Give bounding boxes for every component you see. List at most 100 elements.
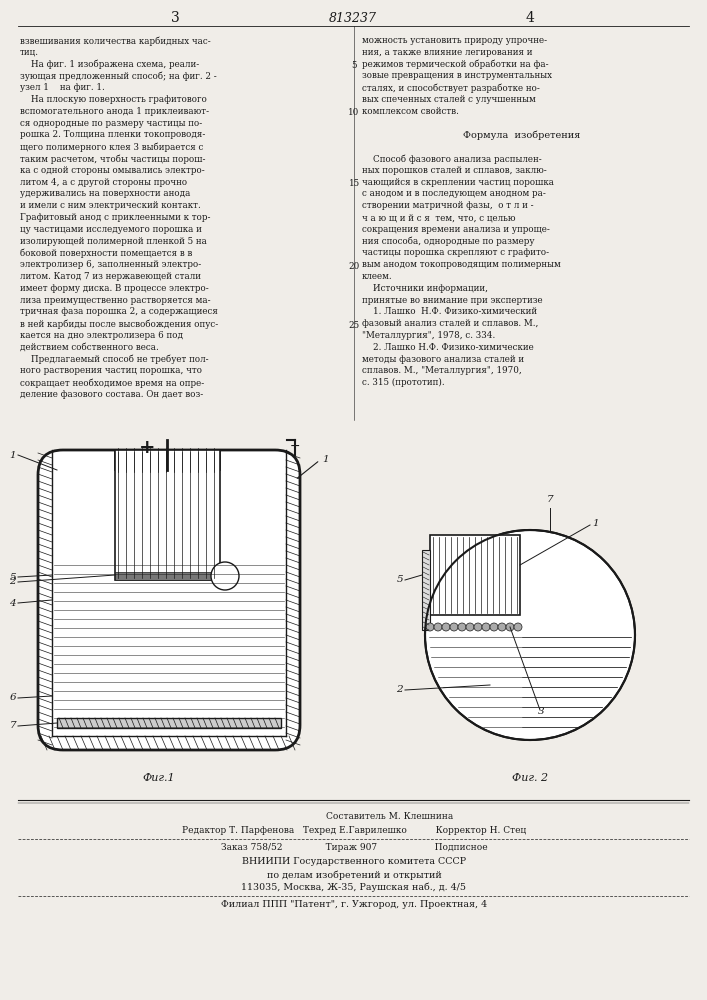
Text: ния способа, однородные по размеру: ния способа, однородные по размеру bbox=[362, 237, 534, 246]
Text: 6: 6 bbox=[9, 694, 16, 702]
Text: 1: 1 bbox=[9, 450, 16, 460]
Text: чающийся в скреплении частиц порошка: чающийся в скреплении частиц порошка bbox=[362, 178, 554, 187]
Text: Составитель М. Клешнина: Составитель М. Клешнина bbox=[327, 812, 454, 821]
Text: Фиг.1: Фиг.1 bbox=[143, 773, 175, 783]
Text: 813237: 813237 bbox=[329, 11, 377, 24]
Text: литом. Катод 7 из нержавеющей стали: литом. Катод 7 из нержавеющей стали bbox=[20, 272, 201, 281]
Text: фазовый анализ сталей и сплавов. М.,: фазовый анализ сталей и сплавов. М., bbox=[362, 319, 538, 328]
Text: +: + bbox=[139, 439, 156, 457]
Text: можность установить природу упрочне-: можность установить природу упрочне- bbox=[362, 36, 547, 45]
Text: и имели с ним электрический контакт.: и имели с ним электрический контакт. bbox=[20, 201, 201, 210]
Bar bbox=[115, 450, 220, 470]
Circle shape bbox=[458, 623, 466, 631]
Text: Формула  изобретения: Формула изобретения bbox=[463, 130, 580, 140]
Text: 4: 4 bbox=[9, 598, 16, 607]
Text: тричная фаза порошка 2, а содержащиеся: тричная фаза порошка 2, а содержащиеся bbox=[20, 307, 218, 316]
Text: На плоскую поверхность графитового: На плоскую поверхность графитового bbox=[20, 95, 207, 104]
Text: боковой поверхности помещается в в: боковой поверхности помещается в в bbox=[20, 248, 192, 258]
Text: 2: 2 bbox=[397, 686, 403, 694]
Text: 3: 3 bbox=[170, 11, 180, 25]
Text: 7: 7 bbox=[547, 495, 554, 504]
Text: лиза преимущественно растворяется ма-: лиза преимущественно растворяется ма- bbox=[20, 296, 211, 305]
Bar bbox=[57, 718, 281, 728]
Text: 7: 7 bbox=[9, 722, 16, 730]
Text: имеет форму диска. В процессе электро-: имеет форму диска. В процессе электро- bbox=[20, 284, 209, 293]
Text: частицы порошка скрепляют с графито-: частицы порошка скрепляют с графито- bbox=[362, 248, 549, 257]
Text: 5: 5 bbox=[397, 576, 403, 584]
Text: в ней карбиды после высвобождения опус-: в ней карбиды после высвобождения опус- bbox=[20, 319, 218, 329]
Text: ка с одной стороны омывались электро-: ка с одной стороны омывались электро- bbox=[20, 166, 205, 175]
Text: действием собственного веса.: действием собственного веса. bbox=[20, 343, 159, 352]
Text: электролизер 6, заполненный электро-: электролизер 6, заполненный электро- bbox=[20, 260, 201, 269]
Text: принятые во внимание при экспертизе: принятые во внимание при экспертизе bbox=[362, 296, 543, 305]
Text: ч а ю щ и й с я  тем, что, с целью: ч а ю щ и й с я тем, что, с целью bbox=[362, 213, 515, 222]
Text: рошка 2. Толщина пленки токопроводя-: рошка 2. Толщина пленки токопроводя- bbox=[20, 130, 205, 139]
Text: ния, а также влияние легирования и: ния, а также влияние легирования и bbox=[362, 48, 532, 57]
Text: сталях, и способствует разработке но-: сталях, и способствует разработке но- bbox=[362, 83, 540, 93]
Text: 5: 5 bbox=[9, 572, 16, 582]
Text: створении матричной фазы,  о т л и -: створении матричной фазы, о т л и - bbox=[362, 201, 534, 210]
Text: Источники информации,: Источники информации, bbox=[362, 284, 488, 293]
Text: Филиал ППП "Патент", г. Ужгород, ул. Проектная, 4: Филиал ППП "Патент", г. Ужгород, ул. Про… bbox=[221, 900, 487, 909]
Circle shape bbox=[490, 623, 498, 631]
Text: кается на дно электролизера 6 под: кается на дно электролизера 6 под bbox=[20, 331, 183, 340]
Text: изолирующей полимерной пленкой 5 на: изолирующей полимерной пленкой 5 на bbox=[20, 237, 207, 246]
Circle shape bbox=[506, 623, 514, 631]
Text: сплавов. М., "Металлургия", 1970,: сплавов. М., "Металлургия", 1970, bbox=[362, 366, 522, 375]
Text: 2: 2 bbox=[9, 578, 16, 586]
Text: зующая предложенный способ; на фиг. 2 -: зующая предложенный способ; на фиг. 2 - bbox=[20, 71, 217, 81]
Text: вым анодом токопроводящим полимерным: вым анодом токопроводящим полимерным bbox=[362, 260, 561, 269]
Text: по делам изобретений и открытий: по делам изобретений и открытий bbox=[267, 870, 441, 880]
Circle shape bbox=[426, 623, 434, 631]
Text: щего полимерного клея 3 выбирается с: щего полимерного клея 3 выбирается с bbox=[20, 142, 204, 152]
Text: тиц.: тиц. bbox=[20, 48, 39, 57]
Text: Фиг. 2: Фиг. 2 bbox=[512, 773, 548, 783]
Text: вых спеченных сталей с улучшенным: вых спеченных сталей с улучшенным bbox=[362, 95, 536, 104]
Text: 20: 20 bbox=[349, 262, 360, 271]
Text: Графитовый анод с приклеенными к тор-: Графитовый анод с приклеенными к тор- bbox=[20, 213, 211, 222]
Circle shape bbox=[474, 623, 482, 631]
Text: взвешивания количества карбидных час-: взвешивания количества карбидных час- bbox=[20, 36, 211, 45]
Text: методы фазового анализа сталей и: методы фазового анализа сталей и bbox=[362, 355, 524, 364]
Text: зовые превращения в инструментальных: зовые превращения в инструментальных bbox=[362, 71, 552, 80]
Text: 25: 25 bbox=[349, 321, 360, 330]
Bar bbox=[115, 572, 220, 580]
Text: На фиг. 1 изображена схема, реали-: На фиг. 1 изображена схема, реали- bbox=[20, 60, 199, 69]
Text: 1: 1 bbox=[322, 454, 329, 464]
Text: Предлагаемый способ не требует пол-: Предлагаемый способ не требует пол- bbox=[20, 355, 209, 364]
Circle shape bbox=[211, 562, 239, 590]
Text: деление фазового состава. Он дает воз-: деление фазового состава. Он дает воз- bbox=[20, 390, 203, 399]
Circle shape bbox=[514, 623, 522, 631]
Text: 3: 3 bbox=[538, 708, 544, 716]
Text: Заказ 758/52               Тираж 907                    Подписное: Заказ 758/52 Тираж 907 Подписное bbox=[221, 843, 487, 852]
Text: 4: 4 bbox=[525, 11, 534, 25]
Text: режимов термической обработки на фа-: режимов термической обработки на фа- bbox=[362, 60, 549, 69]
Circle shape bbox=[466, 623, 474, 631]
Text: 1: 1 bbox=[592, 518, 599, 528]
Text: с анодом и в последующем анодном ра-: с анодом и в последующем анодном ра- bbox=[362, 189, 546, 198]
Text: "Металлургия", 1978, с. 334.: "Металлургия", 1978, с. 334. bbox=[362, 331, 495, 340]
Circle shape bbox=[498, 623, 506, 631]
Text: 5: 5 bbox=[351, 61, 357, 70]
Bar bbox=[422, 550, 430, 630]
Text: узел 1    на фиг. 1.: узел 1 на фиг. 1. bbox=[20, 83, 105, 92]
Circle shape bbox=[482, 623, 490, 631]
Text: клеем.: клеем. bbox=[362, 272, 392, 281]
Circle shape bbox=[442, 623, 450, 631]
Bar bbox=[430, 535, 520, 615]
Text: 2. Лашко Н.Ф. Физико-химические: 2. Лашко Н.Ф. Физико-химические bbox=[362, 343, 534, 352]
Text: −: − bbox=[290, 440, 300, 452]
Circle shape bbox=[450, 623, 458, 631]
Text: ного растворения частиц порошка, что: ного растворения частиц порошка, что bbox=[20, 366, 202, 375]
Bar bbox=[115, 450, 220, 580]
Text: комплексом свойств.: комплексом свойств. bbox=[362, 107, 459, 116]
Circle shape bbox=[425, 530, 635, 740]
Text: сокращает необходимое время на опре-: сокращает необходимое время на опре- bbox=[20, 378, 204, 388]
Text: 15: 15 bbox=[349, 179, 360, 188]
Text: удерживались на поверхности анода: удерживались на поверхности анода bbox=[20, 189, 190, 198]
Text: Редактор Т. Парфенова   Техред Е.Гаврилешко          Корректор Н. Стец: Редактор Т. Парфенова Техред Е.Гаврилешк… bbox=[182, 826, 526, 835]
Text: Способ фазового анализа распылен-: Способ фазового анализа распылен- bbox=[362, 154, 542, 163]
Text: 10: 10 bbox=[349, 108, 360, 117]
Text: ВНИИПИ Государственного комитета СССР: ВНИИПИ Государственного комитета СССР bbox=[242, 857, 466, 866]
Text: 1. Лашко  Н.Ф. Физико-химический: 1. Лашко Н.Ф. Физико-химический bbox=[362, 307, 537, 316]
